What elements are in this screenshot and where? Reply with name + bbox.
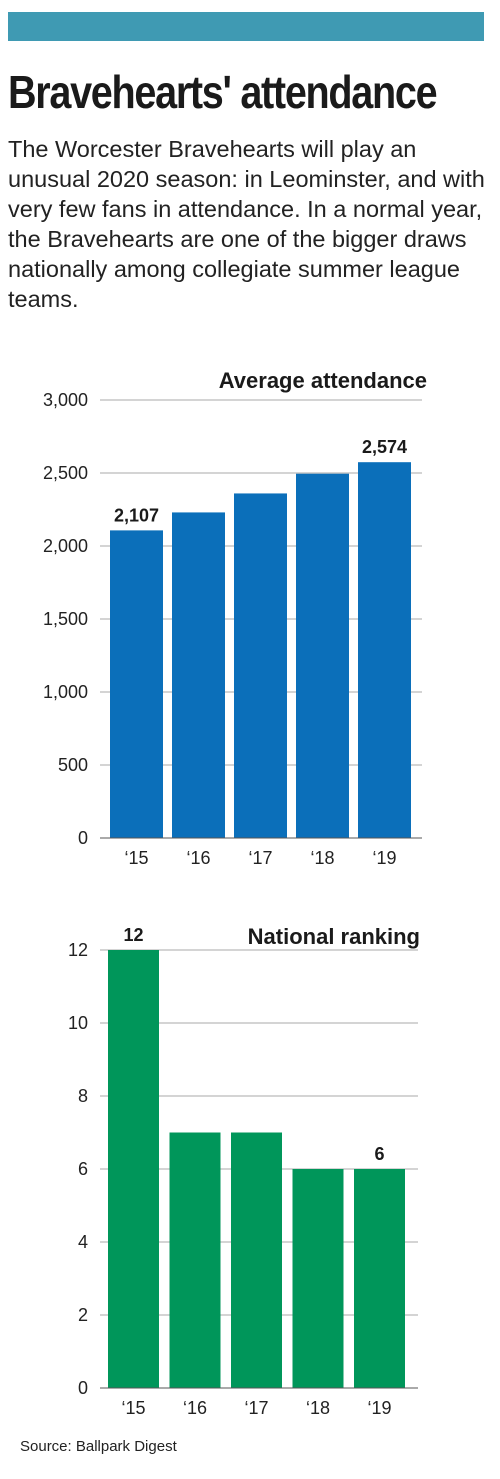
x-tick-label: ‘15 (121, 1398, 145, 1418)
x-tick-label: ‘16 (183, 1398, 207, 1418)
y-tick-label: 4 (78, 1232, 88, 1252)
bar (292, 1169, 344, 1388)
data-label: 2,107 (114, 505, 159, 525)
x-tick-label: ‘18 (310, 848, 334, 868)
x-tick-label: ‘16 (186, 848, 210, 868)
source-note: Source: Ballpark Digest (20, 1438, 177, 1455)
y-tick-label: 1,000 (43, 682, 88, 702)
x-tick-label: ‘17 (248, 848, 272, 868)
attendance-chart: 0 500 1,000 1,500 2,000 2,500 3,000 Average att… (43, 368, 427, 868)
x-tick-label: ‘19 (372, 848, 396, 868)
bar (296, 473, 349, 838)
y-tick-label: 2,000 (43, 536, 88, 556)
chart-title: Average attendance (219, 368, 427, 393)
x-tick-label: ‘15 (124, 848, 148, 868)
y-tick-label: 1,500 (43, 609, 88, 629)
y-tick-label: 500 (58, 755, 88, 775)
intro-paragraph: The Worcester Bravehearts will play an u… (8, 136, 485, 312)
x-tick-label: ‘18 (306, 1398, 330, 1418)
bar (354, 1169, 405, 1388)
y-tick-label: 2,500 (43, 463, 88, 483)
bar (108, 950, 159, 1388)
bar (231, 1132, 282, 1388)
bar (110, 530, 163, 838)
bar (358, 462, 411, 838)
y-tick-label: 10 (68, 1013, 88, 1033)
y-tick-label: 6 (78, 1159, 88, 1179)
bar (234, 493, 287, 838)
y-tick-label: 3,000 (43, 390, 88, 410)
y-tick-label: 2 (78, 1305, 88, 1325)
y-tick-label: 0 (78, 1378, 88, 1398)
data-label: 2,574 (362, 437, 407, 457)
data-label: 12 (123, 925, 143, 945)
bar (169, 1132, 221, 1388)
data-label: 6 (374, 1144, 384, 1164)
headline: Bravehearts' attendance (8, 66, 438, 118)
y-tick-label: 8 (78, 1086, 88, 1106)
x-tick-label: ‘17 (244, 1398, 268, 1418)
bar (172, 512, 225, 838)
ranking-chart: 0 2 4 6 8 10 12 National ranking ‘15 12 ‘16 ‘17 ‘18 ‘… (68, 924, 420, 1418)
chart-title: National ranking (248, 924, 420, 949)
x-tick-label: ‘19 (367, 1398, 391, 1418)
y-tick-label: 0 (78, 828, 88, 848)
y-tick-label: 12 (68, 940, 88, 960)
header-accent-bar (8, 12, 484, 41)
